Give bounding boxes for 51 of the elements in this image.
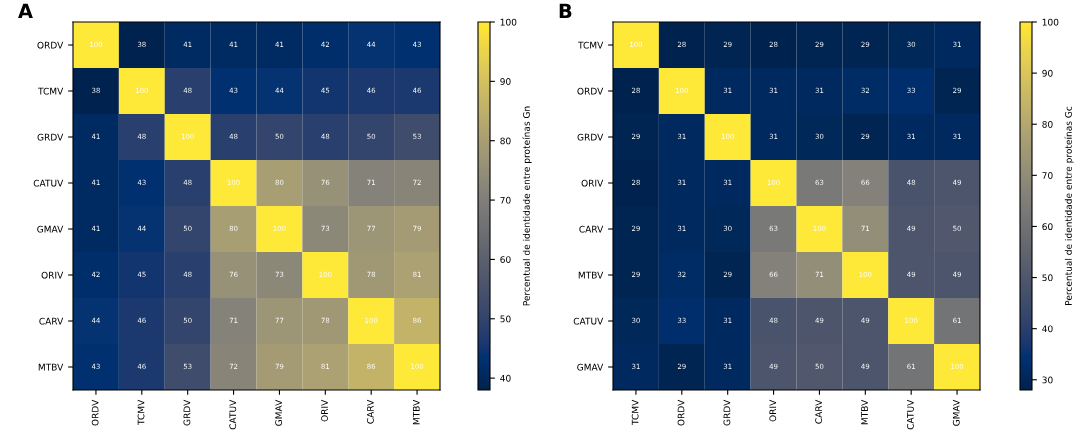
color-bar-label: 80 xyxy=(1042,120,1053,128)
color-bar-label: 50 xyxy=(1042,274,1053,282)
x-tick-label: TCMV xyxy=(137,399,145,425)
color-bar-label: 40 xyxy=(500,374,511,382)
y-tick-label: GMAV xyxy=(37,225,64,233)
x-tick-label: TCMV xyxy=(631,399,639,425)
y-tick-label: ORDV xyxy=(577,87,604,95)
color-bar-title: Percentual de identidade entre proteínas Gn xyxy=(522,106,532,306)
y-tick-label: ORIV xyxy=(581,179,604,187)
color-bar-label: 70 xyxy=(1042,172,1053,179)
x-tick-label: MTBV xyxy=(412,399,420,425)
color-bar-label: 100 xyxy=(500,18,517,26)
y-tick-label: MTBV xyxy=(578,271,604,279)
color-bar-label: 70 xyxy=(500,196,511,204)
y-tick-label: CARV xyxy=(39,317,64,325)
color-bar-label: 60 xyxy=(500,256,511,263)
x-tick-label: CARV xyxy=(815,399,823,424)
color-bar-label: 90 xyxy=(500,78,511,85)
y-tick-label: CATUV xyxy=(33,179,64,187)
y-tick-label: GRDV xyxy=(37,133,64,141)
y-tick-label: CATUV xyxy=(573,317,604,325)
y-tick-label: TCMV xyxy=(38,87,64,95)
y-tick-label: GMAV xyxy=(577,363,604,371)
x-tick-label: GMAV xyxy=(952,399,960,426)
color-bar-label: 40 xyxy=(1042,325,1053,333)
chart-title: B xyxy=(559,3,572,18)
color-bar-label: 30 xyxy=(1042,376,1053,384)
x-tick-label: ORIV xyxy=(321,399,328,422)
x-tick-label: GRDV xyxy=(183,399,191,426)
y-tick-label: GRDV xyxy=(577,133,604,141)
chart-title: A xyxy=(18,3,33,18)
color-bar-label: 100 xyxy=(1042,18,1059,26)
color-bar-title: Percentual de identidade entre proteínas Gc xyxy=(1064,106,1074,305)
color-bar-label: 90 xyxy=(1042,69,1053,77)
color-bar-label: 50 xyxy=(500,315,511,323)
y-tick-label: CARV xyxy=(579,225,604,233)
x-tick-label: ORDV xyxy=(91,399,99,426)
y-tick-label: ORIV xyxy=(41,271,64,279)
color-bar-label: 60 xyxy=(1042,223,1053,230)
y-tick-label: TCMV xyxy=(578,41,604,49)
x-tick-label: GRDV xyxy=(723,399,731,426)
x-tick-label: GMAV xyxy=(275,399,283,426)
y-tick-label: ORDV xyxy=(37,41,64,49)
color-bar-label: 80 xyxy=(500,137,511,145)
x-tick-label: ORDV xyxy=(677,399,685,426)
y-tick-label: MTBV xyxy=(38,363,64,371)
x-tick-label: CATUV xyxy=(229,399,237,430)
x-tick-label: ORIV xyxy=(769,399,777,422)
x-tick-label: CATUV xyxy=(906,399,914,430)
x-tick-label: CARV xyxy=(366,399,374,424)
x-tick-label: MTBV xyxy=(861,399,868,425)
